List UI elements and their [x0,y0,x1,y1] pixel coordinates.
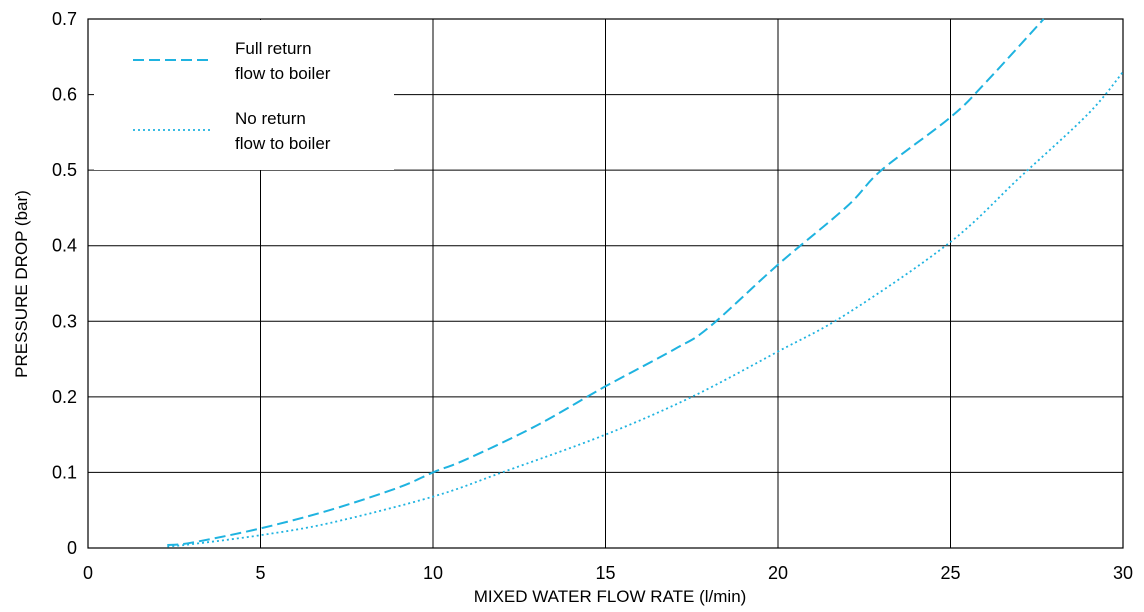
series-lines [167,18,1124,548]
x-tick-label: 30 [1113,563,1133,583]
y-axis-title: PRESSURE DROP (bar) [12,190,31,378]
legend-label-full-return-line2: flow to boiler [235,64,331,83]
legend-label-no-return-line2: flow to boiler [235,134,331,153]
x-tick-label: 10 [423,563,443,583]
plot-frame [87,18,1124,549]
y-tick-label: 0.5 [52,160,77,180]
legend-label-full-return-line1: Full return [235,39,312,58]
legend: Full return flow to boiler No return flo… [94,20,394,170]
legend-label-no-return-line1: No return [235,109,306,128]
tick-labels: 0 5 10 15 20 25 30 0 0.1 0.2 0.3 0.4 0.5 0.6 0.7 [52,9,1133,583]
y-tick-label: 0.1 [52,462,77,482]
legend-background [94,20,394,170]
y-tick-label: 0.3 [52,311,77,331]
series-line-full-return [167,18,1045,546]
y-tick-label: 0 [67,538,77,558]
x-tick-label: 15 [595,563,615,583]
x-tick-label: 25 [940,563,960,583]
y-tick-label: 0.7 [52,9,77,29]
series-line-no-return [167,71,1124,548]
grid-lines [87,18,1124,549]
y-tick-label: 0.4 [52,236,77,256]
x-tick-label: 5 [255,563,265,583]
y-tick-label: 0.6 [52,85,77,105]
y-tick-label: 0.2 [52,387,77,407]
x-tick-label: 20 [768,563,788,583]
x-tick-label: 0 [83,563,93,583]
x-axis-title: MIXED WATER FLOW RATE (l/min) [474,587,747,606]
